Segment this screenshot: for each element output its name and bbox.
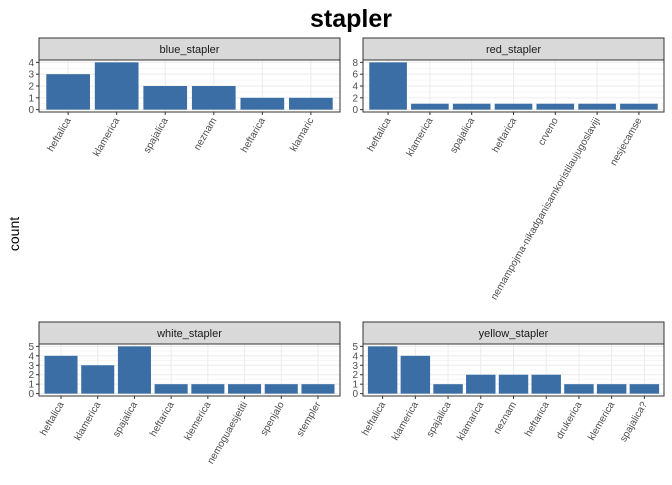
y-tick-label: 0 (352, 105, 358, 116)
bar-drukerica (564, 384, 594, 394)
y-tick-label: 6 (352, 70, 358, 81)
x-tick-label: klamerica (390, 400, 421, 443)
x-tick-label: heftalica (366, 116, 394, 154)
y-tick-label: 3 (28, 70, 34, 81)
y-tick-label: 1 (28, 93, 34, 104)
bar-heftarica (531, 374, 561, 394)
bar-nemampojma-nikadganisamkoristilaujugoslaviji (578, 103, 616, 110)
x-tick-label: heftarica (239, 116, 268, 155)
facet-strip-label: blue_stapler (160, 44, 220, 56)
y-axis-label: count (6, 217, 22, 251)
x-tick-label: neznam (192, 116, 219, 152)
x-tick-label: spenjalo (259, 400, 287, 438)
x-tick-label: spajalica? (618, 400, 650, 444)
y-tick-label: 2 (352, 370, 358, 381)
bar-spajalica (433, 384, 463, 394)
x-tick-label: klamaric (288, 116, 316, 154)
y-tick-label: 5 (28, 342, 34, 353)
facet-strip-label: yellow_stapler (479, 328, 549, 340)
y-tick-label: 4 (352, 351, 358, 362)
bar-spajalica (117, 346, 151, 394)
x-tick-label: crveno (536, 116, 561, 148)
x-tick-label: spajalica (448, 116, 477, 156)
panel-border (38, 343, 341, 397)
y-tick-label: 4 (28, 351, 34, 362)
x-tick-label: klamarica (455, 400, 486, 443)
y-tick-label: 3 (352, 361, 358, 372)
bar-heftarica (240, 97, 285, 110)
bar-klamarica (466, 374, 496, 394)
y-tick-label: 1 (352, 380, 358, 391)
facet-strip-label: red_stapler (486, 44, 541, 56)
bar-stempler (301, 384, 335, 394)
x-tick-label: klamerica (91, 116, 122, 159)
bar-spajalica (143, 86, 188, 110)
y-tick-label: 8 (352, 58, 358, 69)
bar-klamerica (81, 365, 115, 394)
y-tick-label: 5 (352, 342, 358, 353)
y-tick-label: 4 (352, 82, 358, 93)
x-tick-label: spajalica (111, 400, 140, 440)
y-tick-label: 0 (352, 389, 358, 400)
bar-klamerica (411, 103, 449, 110)
y-tick-label: 2 (352, 93, 358, 104)
bar-spajalica? (629, 384, 660, 394)
bar-spenjalo (264, 384, 298, 394)
y-tick-label: 2 (28, 82, 34, 93)
bar-nemoguaesjetiti (228, 384, 262, 394)
y-tick-label: 1 (28, 380, 34, 391)
chart-title: stapler (310, 5, 392, 33)
x-tick-label: klemerica (183, 400, 214, 443)
bar-heftalica (44, 355, 78, 394)
bar-klamerica (94, 62, 139, 110)
bar-neznam (191, 86, 236, 110)
bar-heftalica (46, 74, 90, 110)
x-tick-label: heftarica (523, 400, 552, 439)
x-tick-label: heftarica (490, 116, 519, 155)
facet-strip-label: white_stapler (156, 328, 222, 340)
bar-heftalica (367, 346, 398, 394)
x-tick-label: heftalica (360, 400, 388, 438)
bar-heftarica (494, 103, 533, 110)
y-tick-label: 0 (28, 389, 34, 400)
y-tick-label: 2 (28, 370, 34, 381)
x-tick-label: stempler (295, 399, 324, 438)
bar-klemerica (596, 384, 627, 394)
bar-neznam (498, 374, 529, 394)
x-tick-label: nesjecamse (608, 116, 644, 168)
x-tick-label: heftalica (38, 400, 66, 438)
y-tick-label: 3 (28, 361, 34, 372)
x-tick-label: spajalica (142, 116, 171, 156)
x-tick-label: nemoguaesjetiti (206, 400, 251, 466)
bar-klamaric (289, 97, 333, 110)
y-tick-label: 0 (28, 105, 34, 116)
bar-heftalica (369, 62, 407, 110)
bar-spajalica (452, 103, 491, 110)
bar-heftarica (154, 384, 188, 394)
bar-klamerica (400, 355, 431, 394)
x-tick-label: klamerica (405, 116, 436, 159)
x-tick-label: neznam (492, 400, 519, 436)
x-tick-label: heftalica (46, 116, 74, 154)
x-tick-label: klemerica (586, 400, 617, 443)
x-tick-label: klamerica (72, 400, 103, 443)
bar-crveno (536, 103, 575, 110)
y-tick-label: 4 (28, 58, 34, 69)
bar-klemerica (191, 384, 225, 394)
x-tick-label: heftarica (148, 400, 177, 439)
x-tick-label: spajalica (425, 400, 454, 440)
x-tick-label: drukerica (554, 400, 584, 441)
bar-nesjecamse (620, 103, 658, 110)
